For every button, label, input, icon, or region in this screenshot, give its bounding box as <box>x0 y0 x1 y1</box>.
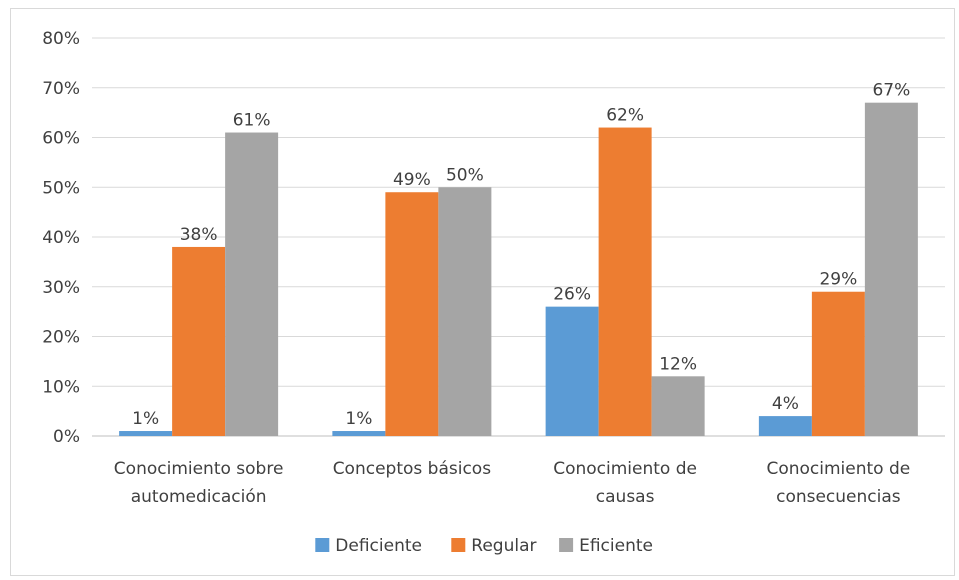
x-axis-ticks: Conocimiento sobre automedicación Concepto… <box>114 459 910 507</box>
bar-eficiente <box>864 102 918 437</box>
bar-deficiente <box>332 431 386 436</box>
data-label: 62% <box>606 106 644 126</box>
legend-swatch-eficiente <box>559 538 574 552</box>
x-tick-label: Conocimiento sobre <box>114 459 284 479</box>
x-tick-label: automedicación <box>131 487 267 507</box>
data-label: 29% <box>819 270 857 290</box>
data-label: 49% <box>393 170 431 190</box>
data-label: 1% <box>132 409 159 429</box>
y-tick-label: 50% <box>42 178 80 198</box>
data-label: 4% <box>772 394 799 414</box>
bars <box>119 102 918 437</box>
bar-deficiente <box>119 431 173 436</box>
y-tick-label: 80% <box>42 29 80 49</box>
y-tick-label: 10% <box>42 377 80 397</box>
bar-regular <box>385 192 439 436</box>
data-label: 67% <box>872 81 910 101</box>
y-tick-label: 60% <box>42 129 80 149</box>
legend-label-regular: Regular <box>471 536 536 556</box>
legend-swatch-deficiente <box>315 538 330 552</box>
y-axis-ticks: 0% 10% 20% 30% 40% 50% 60% 70% 80% <box>42 29 80 447</box>
x-tick-label: consecuencias <box>776 487 901 507</box>
data-label: 38% <box>180 225 218 245</box>
x-tick-label: Conceptos básicos <box>333 459 492 479</box>
x-tick-label: Conocimiento de <box>766 459 910 479</box>
data-labels: 1% 1% 26% 4% 38% 49% 62% 29% 61% 50% 12% 67% <box>132 81 910 429</box>
legend-label-eficiente: Eficiente <box>579 536 653 556</box>
bar-deficiente <box>545 306 599 436</box>
bar-eficiente <box>225 132 279 436</box>
data-label: 1% <box>345 409 372 429</box>
chart-frame <box>10 8 955 576</box>
y-tick-label: 0% <box>53 427 80 447</box>
bar-regular <box>598 127 652 437</box>
data-label: 61% <box>233 111 271 131</box>
x-tick-label: Conocimiento de <box>553 459 697 479</box>
legend: Deficiente Regular Eficiente <box>315 536 653 556</box>
x-tick-label: causas <box>596 487 655 507</box>
bar-eficiente <box>651 376 705 436</box>
data-label: 50% <box>446 165 484 185</box>
y-tick-label: 40% <box>42 228 80 248</box>
y-tick-label: 20% <box>42 328 80 348</box>
bar-regular <box>811 291 865 436</box>
bar-eficiente <box>438 187 492 436</box>
data-label: 26% <box>553 285 591 305</box>
legend-label-deficiente: Deficiente <box>335 536 422 556</box>
y-tick-label: 70% <box>42 79 80 99</box>
bar-deficiente <box>758 416 812 436</box>
data-label: 12% <box>659 354 697 374</box>
legend-swatch-regular <box>451 538 466 552</box>
bar-regular <box>172 246 226 436</box>
y-tick-label: 30% <box>42 278 80 298</box>
